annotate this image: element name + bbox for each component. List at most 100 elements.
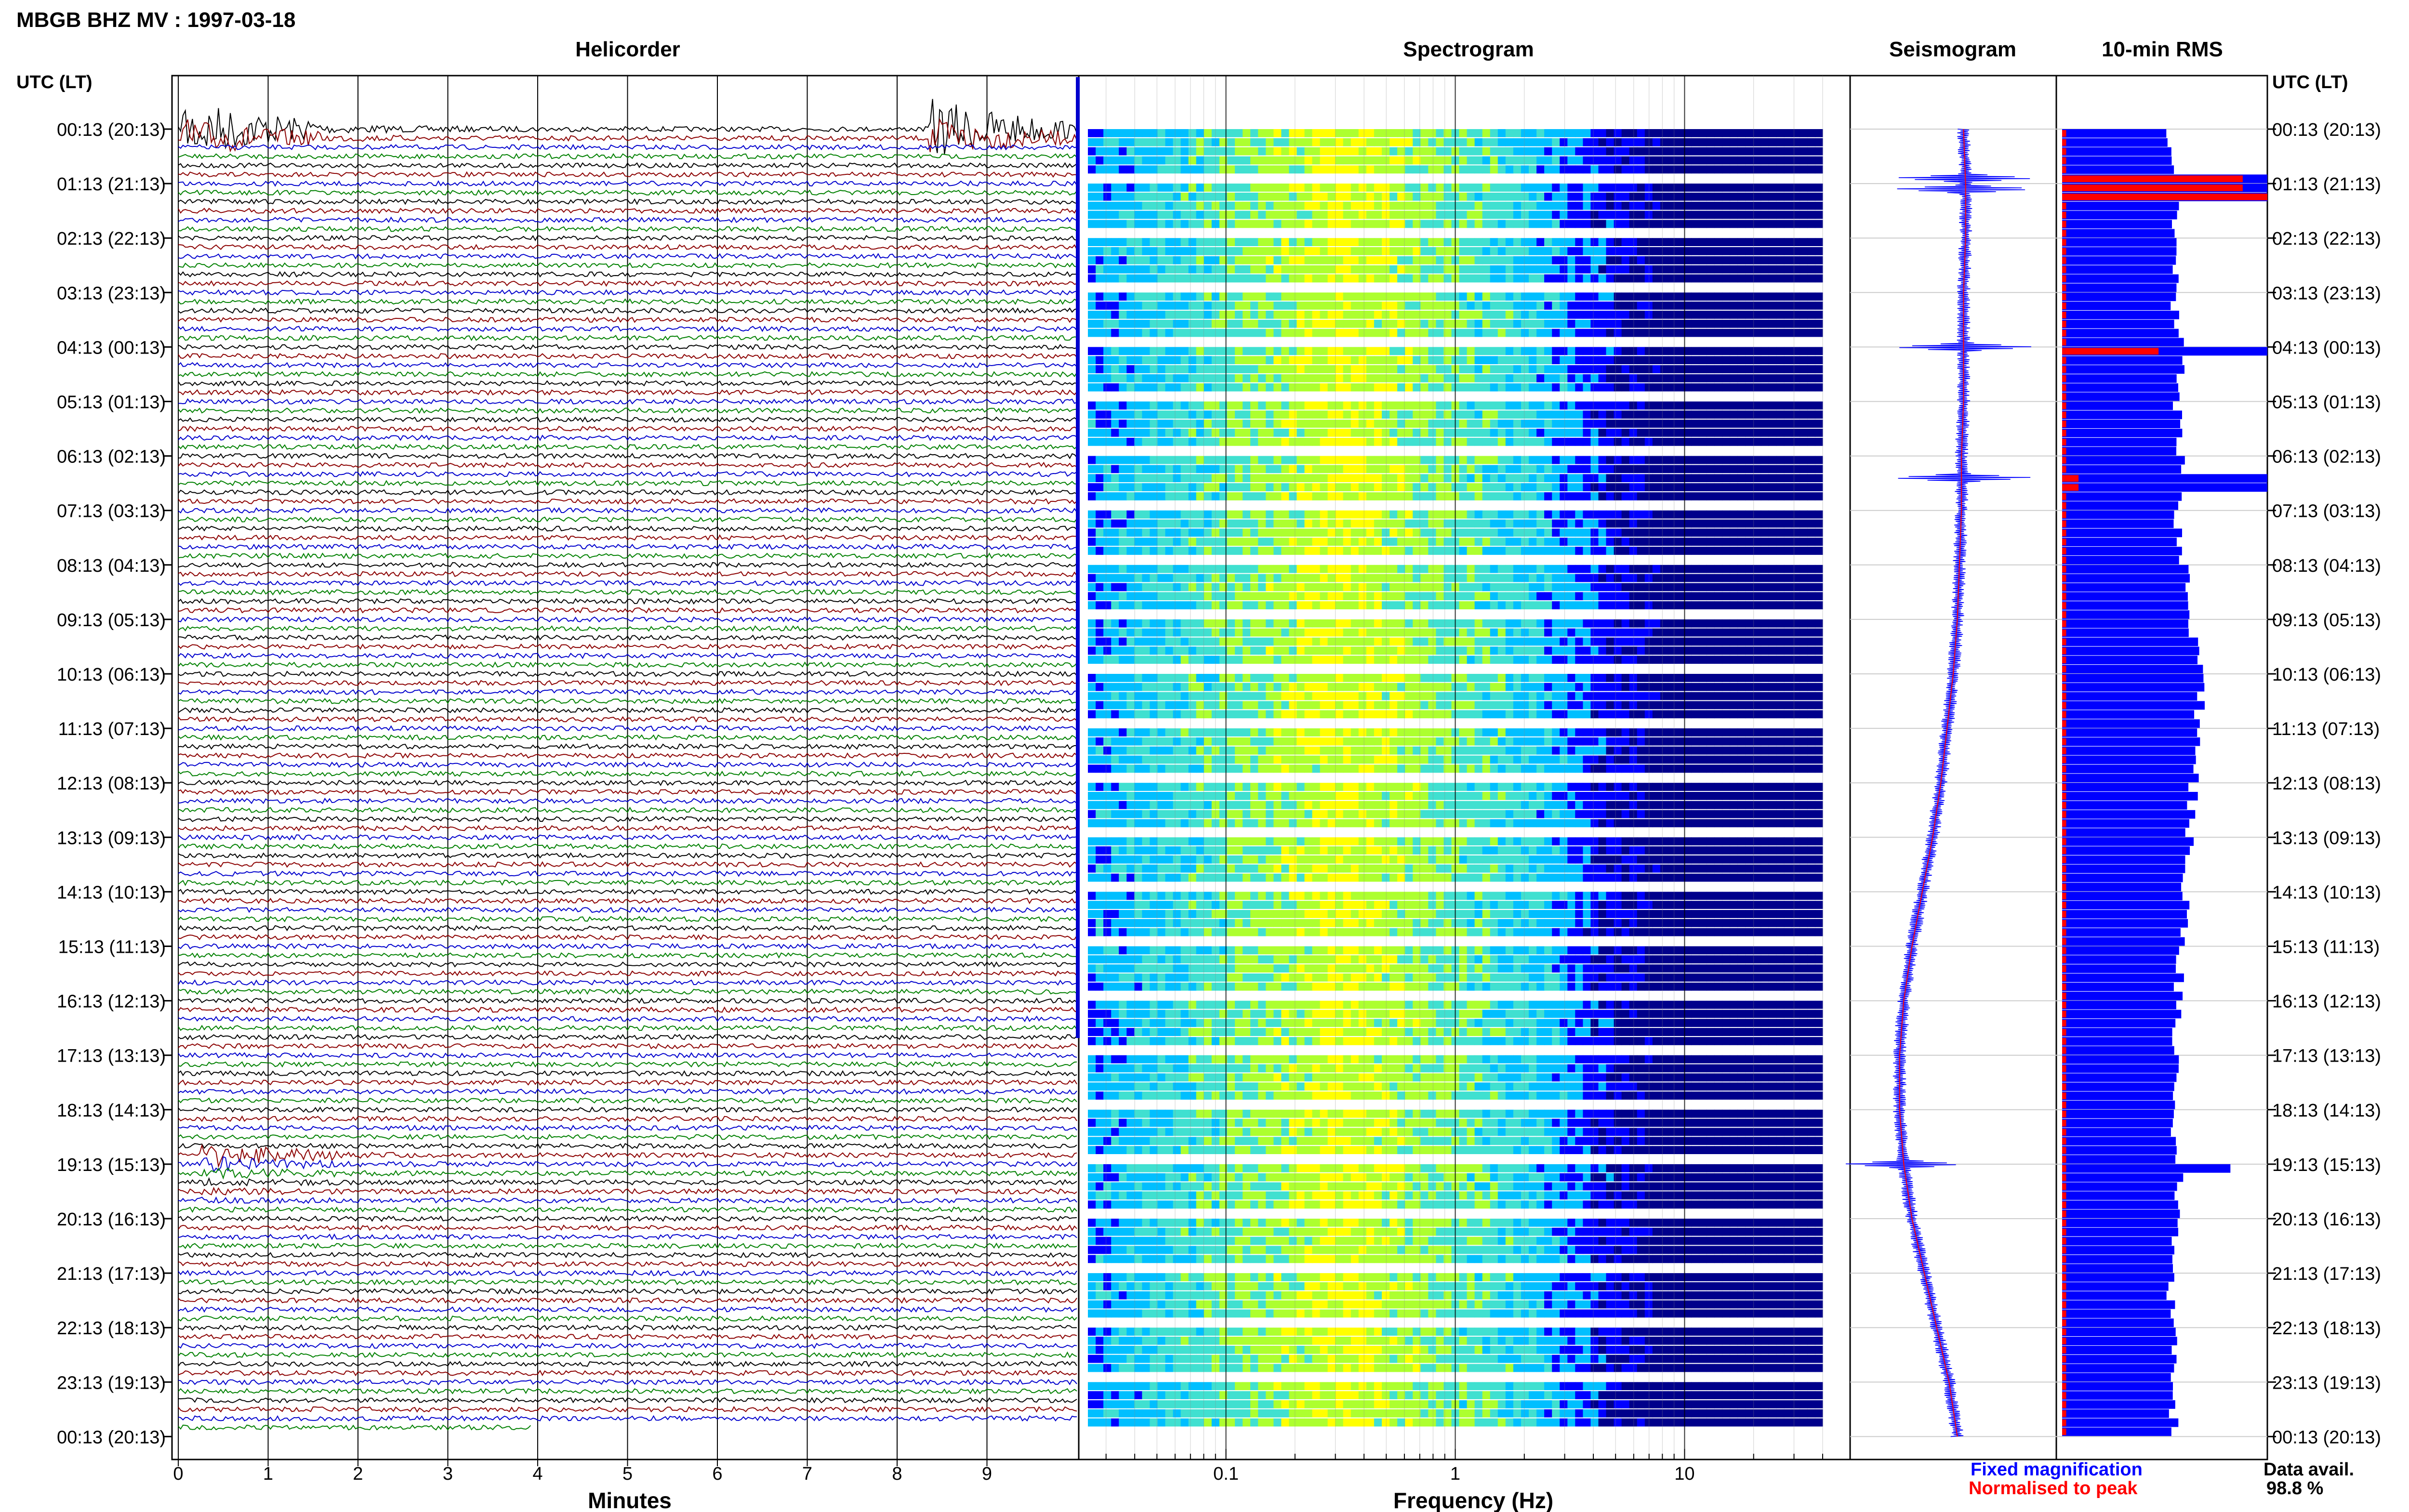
spectrogram-cell — [1250, 256, 1258, 264]
spectrogram-cell — [1722, 129, 1730, 137]
spectrogram-cell — [1482, 165, 1491, 174]
spectrogram-cell — [1814, 519, 1823, 528]
spectrogram-cell — [1621, 329, 1630, 337]
spectrogram-cell — [1088, 311, 1096, 319]
spectrogram-cell — [1683, 474, 1692, 483]
spectrogram-cell — [1327, 492, 1336, 500]
spectrogram-cell — [1219, 528, 1228, 537]
spectrogram-cell — [1420, 319, 1429, 328]
spectrogram-cell — [1235, 329, 1243, 337]
spectrogram-cell — [1111, 646, 1119, 655]
spectrogram-cell — [1111, 247, 1119, 255]
spectrogram-cell — [1227, 256, 1235, 264]
spectrogram-cell — [1374, 474, 1382, 483]
spectrogram-cell — [1134, 220, 1142, 228]
spectrogram-cell — [1505, 628, 1514, 637]
spectrogram-cell — [1644, 274, 1653, 283]
spectrogram-cell — [1814, 374, 1823, 382]
spectrogram-cell — [1103, 637, 1112, 646]
spectrogram-cell — [1768, 265, 1777, 274]
spectrogram-cell — [1273, 692, 1282, 700]
spectrogram-cell — [1211, 184, 1220, 192]
spectrogram-cell — [1567, 274, 1575, 283]
spectrogram-cell — [1096, 465, 1104, 473]
spectrogram-cell — [1180, 538, 1189, 546]
spectrogram-cell — [1405, 574, 1413, 582]
spectrogram-cell — [1405, 192, 1413, 201]
spectrogram-cell — [1258, 592, 1266, 601]
spectrogram-cell — [1552, 528, 1560, 537]
spectrogram-cell — [1227, 356, 1235, 365]
spectrogram-cell — [1103, 510, 1112, 519]
spectrogram-cell — [1390, 583, 1398, 592]
spectrogram-cell — [1676, 583, 1684, 592]
spectrogram-cell — [1560, 547, 1568, 555]
spectrogram-cell — [1567, 592, 1575, 601]
spectrogram-cell — [1776, 238, 1785, 246]
spectrogram-cell — [1722, 565, 1730, 573]
spectrogram-cell — [1374, 465, 1382, 473]
spectrogram-cell — [1258, 210, 1266, 219]
spectrogram-cell — [1358, 347, 1367, 355]
spectrogram-cell — [1799, 547, 1808, 555]
spectrogram-cell — [1521, 528, 1529, 537]
spectrogram-cell — [1103, 220, 1112, 228]
spectrogram-cell — [1560, 528, 1568, 537]
spectrogram-cell — [1390, 483, 1398, 491]
spectrogram-cell — [1096, 256, 1104, 264]
spectrogram-cell — [1644, 302, 1653, 310]
spectrogram-cell — [1096, 220, 1104, 228]
spectrogram-cell — [1482, 547, 1491, 555]
spectrogram-cell — [1088, 265, 1096, 274]
spectrogram-cell — [1358, 456, 1367, 464]
spectrogram-cell — [1297, 129, 1305, 137]
spectrogram-cell — [1134, 374, 1142, 382]
spectrogram-cell — [1405, 256, 1413, 264]
spectrogram-cell — [1621, 347, 1630, 355]
spectrogram-cell — [1119, 201, 1127, 210]
spectrogram-cell — [1722, 319, 1730, 328]
spectrogram-cell — [1204, 583, 1212, 592]
spectrogram-cell — [1737, 538, 1746, 546]
spectrogram-cell — [1536, 619, 1545, 628]
spectrogram-cell — [1142, 265, 1151, 274]
spectrogram-cell — [1807, 456, 1815, 464]
spectrogram-cell — [1320, 656, 1328, 664]
spectrogram-cell — [1482, 592, 1491, 601]
spectrogram-cell — [1598, 319, 1607, 328]
spectrogram-cell — [1474, 383, 1483, 392]
spectrogram-cell — [1560, 247, 1568, 255]
spectrogram-cell — [1521, 374, 1529, 382]
spectrogram-cell — [1784, 365, 1792, 373]
spectrogram-cell — [1111, 474, 1119, 483]
spectrogram-cell — [1273, 410, 1282, 419]
spectrogram-cell — [1583, 683, 1591, 691]
spectrogram-cell — [1753, 437, 1761, 446]
spectrogram-cell — [1590, 401, 1599, 410]
spectrogram-cell — [1397, 692, 1405, 700]
spectrogram-cell — [1814, 465, 1823, 473]
spectrogram-cell — [1745, 311, 1754, 319]
spectrogram-cell — [1784, 420, 1792, 428]
spectrogram-cell — [1791, 592, 1800, 601]
spectrogram-cell — [1420, 302, 1429, 310]
spectrogram-cell — [1273, 184, 1282, 192]
spectrogram-cell — [1544, 201, 1552, 210]
spectrogram-cell — [1119, 465, 1127, 473]
spectrogram-cell — [1490, 365, 1498, 373]
spectrogram-cell — [1784, 383, 1792, 392]
spectrogram-cell — [1243, 510, 1251, 519]
spectrogram-cell — [1297, 474, 1305, 483]
spectrogram-cell — [1273, 329, 1282, 337]
spectrogram-cell — [1583, 410, 1591, 419]
spectrogram-cell — [1126, 311, 1135, 319]
spectrogram-cell — [1428, 519, 1436, 528]
spectrogram-cell — [1652, 220, 1661, 228]
spectrogram-cell — [1614, 302, 1622, 310]
spectrogram-cell — [1096, 129, 1104, 137]
spectrogram-cell — [1737, 628, 1746, 637]
spectrogram-cell — [1413, 311, 1421, 319]
spectrogram-cell — [1807, 184, 1815, 192]
spectrogram-cell — [1142, 519, 1151, 528]
spectrogram-cell — [1235, 220, 1243, 228]
